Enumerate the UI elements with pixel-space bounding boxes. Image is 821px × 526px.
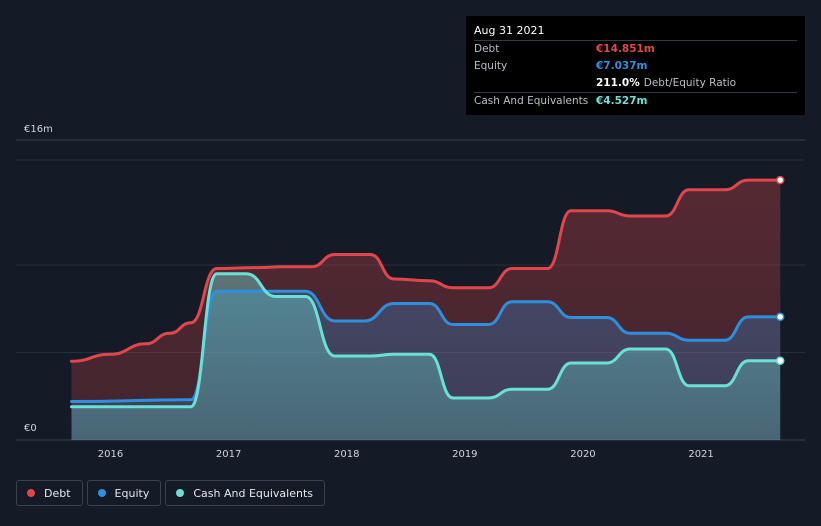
chart-areas: [71, 180, 781, 440]
legend-item-cash[interactable]: Cash And Equivalents: [165, 480, 325, 506]
debt-line: [70, 178, 782, 363]
tooltip-ratio-label: Debt/Equity Ratio: [643, 77, 737, 89]
tooltip-debt-row: Debt €14.851m: [474, 41, 797, 58]
x-tick-label: 2016: [98, 449, 123, 460]
cash-line: [70, 272, 782, 409]
tooltip-debt-value: €14.851m: [596, 43, 655, 55]
tooltip-ratio-spacer: [474, 75, 596, 92]
x-tick-label: 2018: [334, 449, 359, 460]
cash-end-marker: [775, 356, 785, 366]
y-tick-label: €16m: [24, 124, 53, 135]
legend-label-debt: Debt: [44, 486, 71, 500]
tooltip-cash-value: €4.527m: [596, 95, 648, 107]
legend-item-equity[interactable]: Equity: [86, 480, 162, 506]
debt-dot-icon: [27, 489, 35, 497]
chart-lines: [70, 178, 782, 409]
cash-dot-icon: [176, 489, 185, 497]
equity-line: [70, 289, 782, 403]
chart-legend: Debt Equity Cash And Equivalents: [16, 480, 329, 506]
x-tick-label: 2020: [570, 449, 595, 460]
tooltip-equity-row: Equity €7.037m: [474, 58, 797, 75]
tooltip-debt-label: Debt: [474, 43, 500, 55]
tooltip-equity-label: Equity: [474, 60, 508, 72]
equity-end-marker: [775, 312, 785, 322]
debt-end-marker: [775, 175, 785, 185]
x-tick-label: 2019: [452, 449, 477, 460]
legend-item-debt[interactable]: Debt: [16, 480, 83, 506]
legend-label-cash: Cash And Equivalents: [193, 486, 313, 500]
tooltip-cash-label: Cash And Equivalents: [474, 95, 589, 107]
tooltip-equity-value: €7.037m: [596, 60, 648, 72]
y-axis-labels: €16m €0: [24, 124, 53, 434]
chart-end-markers: [775, 175, 785, 366]
x-tick-label: 2017: [216, 449, 241, 460]
tooltip-ratio-value: 211.0%: [596, 77, 640, 89]
tooltip-cash-row: Cash And Equivalents €4.527m: [474, 93, 797, 110]
x-axis-labels: 2016 2017 2018 2019 2020 2021: [98, 449, 714, 460]
x-tick-label: 2021: [688, 449, 713, 460]
tooltip-panel: Aug 31 2021 Debt €14.851m Equity €7.037m…: [466, 16, 805, 115]
cash-area: [71, 273, 781, 440]
tooltip-date: Aug 31 2021: [474, 22, 797, 41]
tooltip-ratio-row: 211.0% Debt/Equity Ratio: [474, 75, 797, 93]
legend-label-equity: Equity: [114, 486, 150, 500]
equity-dot-icon: [97, 489, 106, 497]
y-tick-label: €0: [24, 423, 37, 434]
